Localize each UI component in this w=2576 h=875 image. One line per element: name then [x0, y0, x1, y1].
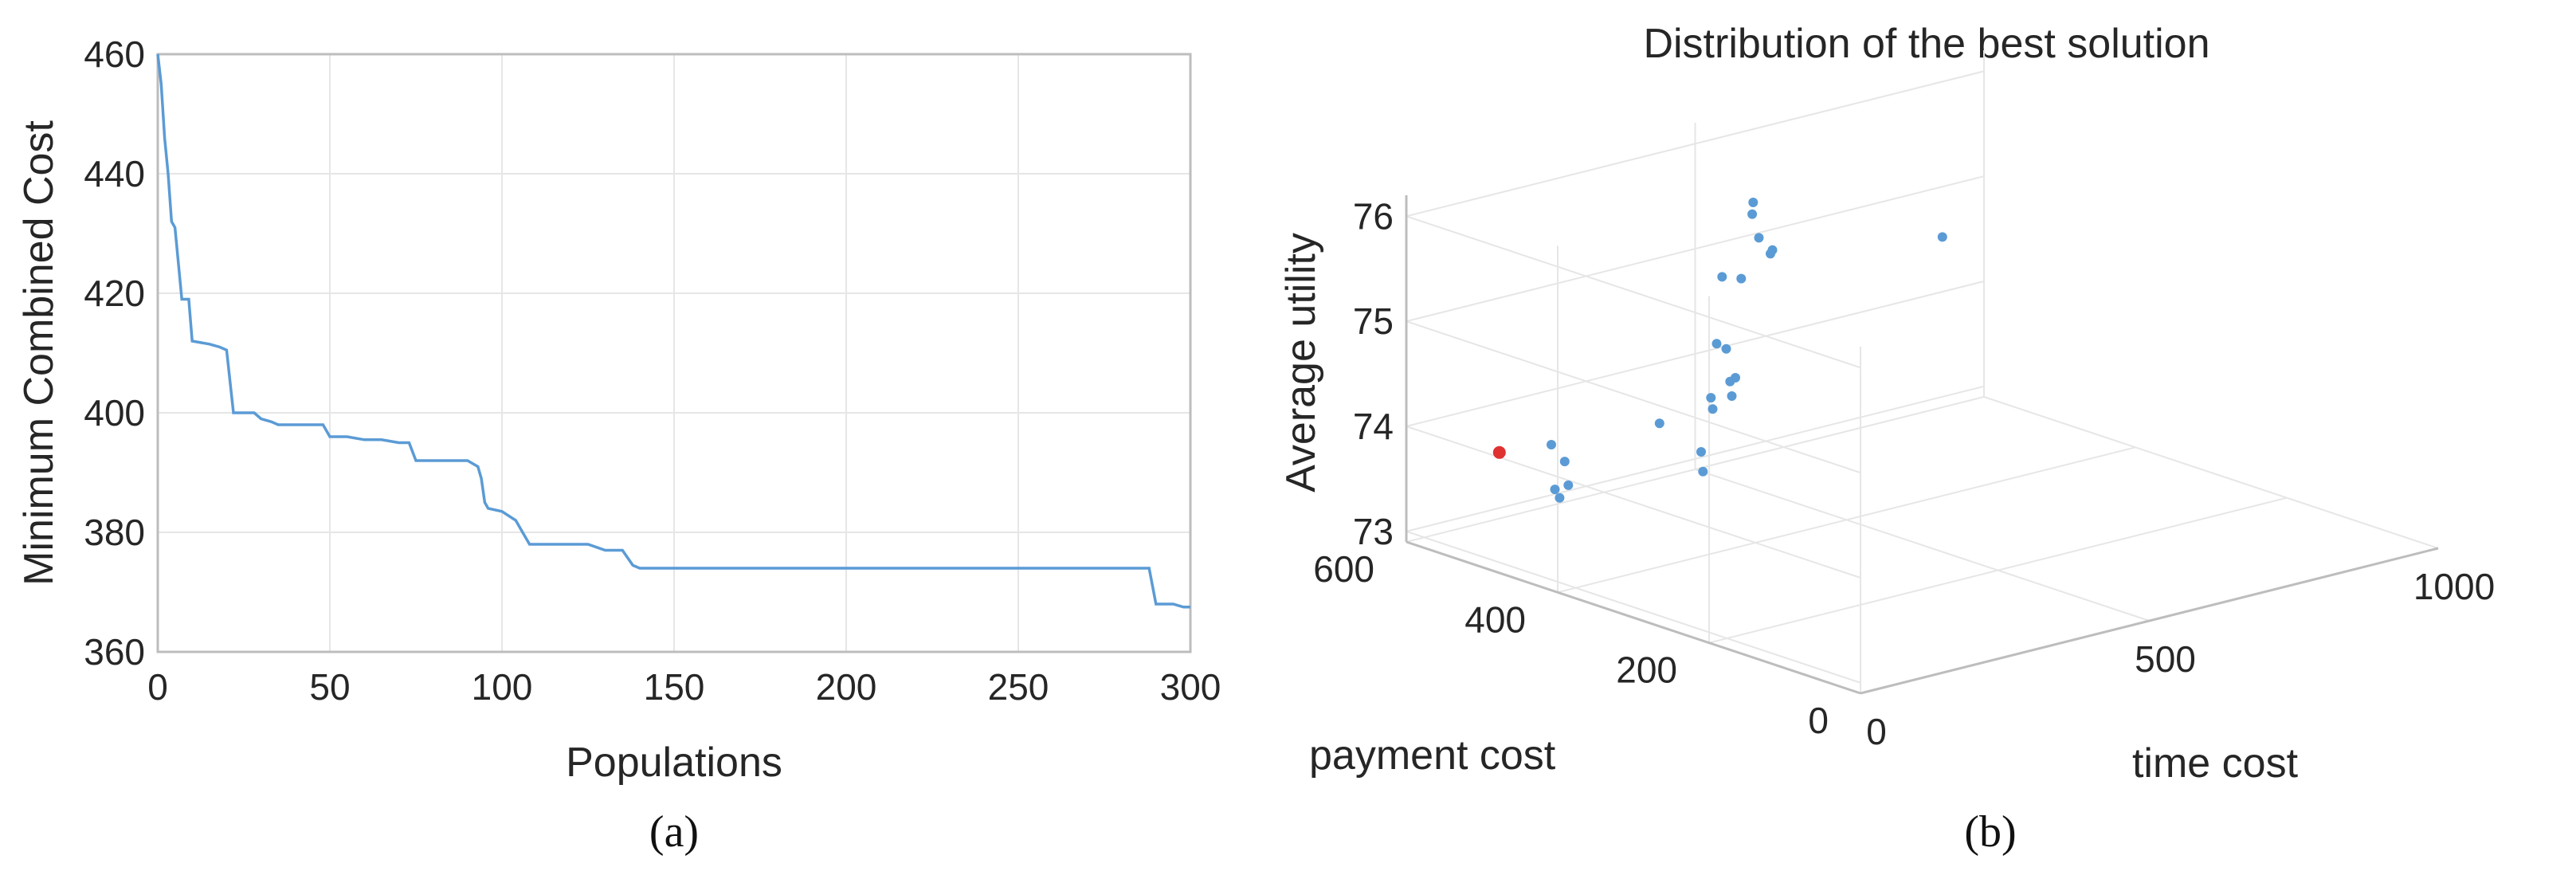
chart-b-caption: (b): [1964, 807, 2016, 857]
chart-b-wall-gridline: [1406, 385, 1985, 532]
chart-a-x-axis-label: Populations: [566, 740, 782, 786]
chart-b-wall-gridline: [1406, 530, 1861, 684]
chart-a-x-tick-label: 0: [147, 666, 168, 708]
chart-b-x-tick-label: 1000: [2413, 566, 2495, 607]
chart-b-point: [1550, 485, 1560, 495]
chart-b-point: [1706, 393, 1716, 403]
chart-b-wall-gridline: [1406, 70, 1985, 218]
chart-b-point: [1747, 209, 1758, 219]
chart-b-z-tick-label: 74: [1353, 406, 1394, 447]
chart-b-point: [1937, 232, 1947, 242]
chart-b-point: [1727, 391, 1737, 401]
chart-b-wall-gridline: [1406, 281, 1985, 427]
chart-b-z-axis-label: Average utility: [1278, 233, 1324, 492]
chart-a-plot-area: [156, 53, 1192, 653]
chart-b-point: [1559, 457, 1570, 467]
chart-a-y-tick-label: 360: [84, 631, 145, 673]
chart-b-floor-gridline: [1708, 496, 2288, 644]
chart-b-z-tick-label: 73: [1353, 511, 1394, 552]
chart-b-grid: [1406, 50, 2439, 694]
chart-a-x-tick-label: 50: [309, 666, 350, 708]
chart-b-floor-gridline: [1983, 396, 2439, 549]
chart-b-point: [1721, 343, 1731, 354]
chart-a-series-line: [156, 53, 1190, 609]
chart-b-y-axis-label: payment cost: [1309, 732, 1556, 779]
chart-b-title: Distribution of the best solution: [1643, 21, 2209, 67]
chart-b-point: [1563, 480, 1574, 490]
chart-b-y-tick-label: 600: [1313, 548, 1374, 590]
chart-b-point: [1708, 404, 1718, 414]
chart-b-point: [1725, 376, 1735, 386]
chart-a-y-tick-label: 440: [84, 153, 145, 194]
chart-a-caption: (a): [649, 807, 699, 857]
chart-b-point: [1547, 440, 1556, 449]
chart-b-points: [1492, 198, 1947, 503]
chart-a-y-tick-label: 420: [84, 273, 145, 314]
chart-b: Distribution of the best solution 0 500 10…: [1278, 21, 2495, 857]
chart-b-y-tick-label: 400: [1464, 598, 1526, 640]
chart-b-point: [1754, 233, 1764, 243]
chart-b-point: [1717, 272, 1727, 282]
chart-a-x-tick-label: 100: [472, 666, 533, 708]
chart-b-x-axis-label: time cost: [2132, 740, 2299, 787]
chart-b-wall-gridline: [1406, 426, 1861, 579]
chart-a-y-axis-label: Minimum Combined Cost: [16, 120, 62, 586]
chart-a-x-tick-label: 300: [1160, 666, 1221, 708]
chart-b-floor-gridline: [1695, 469, 2150, 622]
chart-b-y-tick-label: 0: [1808, 700, 1829, 741]
chart-a-y-tick-label: 460: [84, 33, 145, 75]
chart-b-best-point: [1492, 445, 1506, 459]
chart-a-y-ticks: 360 380 400 420 440 460: [84, 33, 145, 673]
chart-b-point: [1654, 418, 1664, 429]
chart-b-z-tick-label: 76: [1353, 195, 1394, 237]
chart-b-y-axis-line: [1406, 540, 1861, 695]
chart-b-point: [1698, 466, 1708, 477]
chart-b-floor-gridline: [1557, 446, 2136, 594]
chart-a-y-tick-label: 400: [84, 392, 145, 434]
chart-b-point: [1711, 339, 1722, 349]
chart-b-point: [1748, 198, 1759, 207]
chart-b-y-tick-label: 200: [1616, 649, 1677, 691]
chart-b-wall-gridline: [1406, 175, 1985, 323]
chart-a-y-tick-label: 380: [84, 512, 145, 553]
chart-a-x-ticks: 0 50 100 150 200 250 300: [147, 666, 1221, 708]
chart-b-point: [1767, 245, 1778, 255]
chart-b-wall-gridline: [1406, 320, 1861, 474]
chart-b-point: [1696, 447, 1706, 457]
chart-b-point: [1555, 492, 1565, 503]
chart-a-x-tick-label: 200: [816, 666, 877, 708]
chart-b-x-tick-label: 0: [1866, 711, 1887, 752]
chart-a-grid: [157, 53, 1191, 653]
chart-a-x-tick-label: 250: [988, 666, 1049, 708]
chart-b-x-tick-label: 500: [2135, 638, 2196, 680]
chart-a: 0 50 100 150 200 250 300 360 380 400 420 440 460 Po…: [16, 33, 1221, 857]
chart-b-wall-gridline: [1406, 215, 1861, 369]
chart-b-x-axis-line: [1860, 547, 2439, 695]
chart-a-x-tick-label: 150: [644, 666, 705, 708]
chart-b-point: [1736, 273, 1747, 284]
chart-b-axes: [1405, 195, 2439, 695]
chart-b-z-tick-label: 75: [1353, 300, 1394, 342]
